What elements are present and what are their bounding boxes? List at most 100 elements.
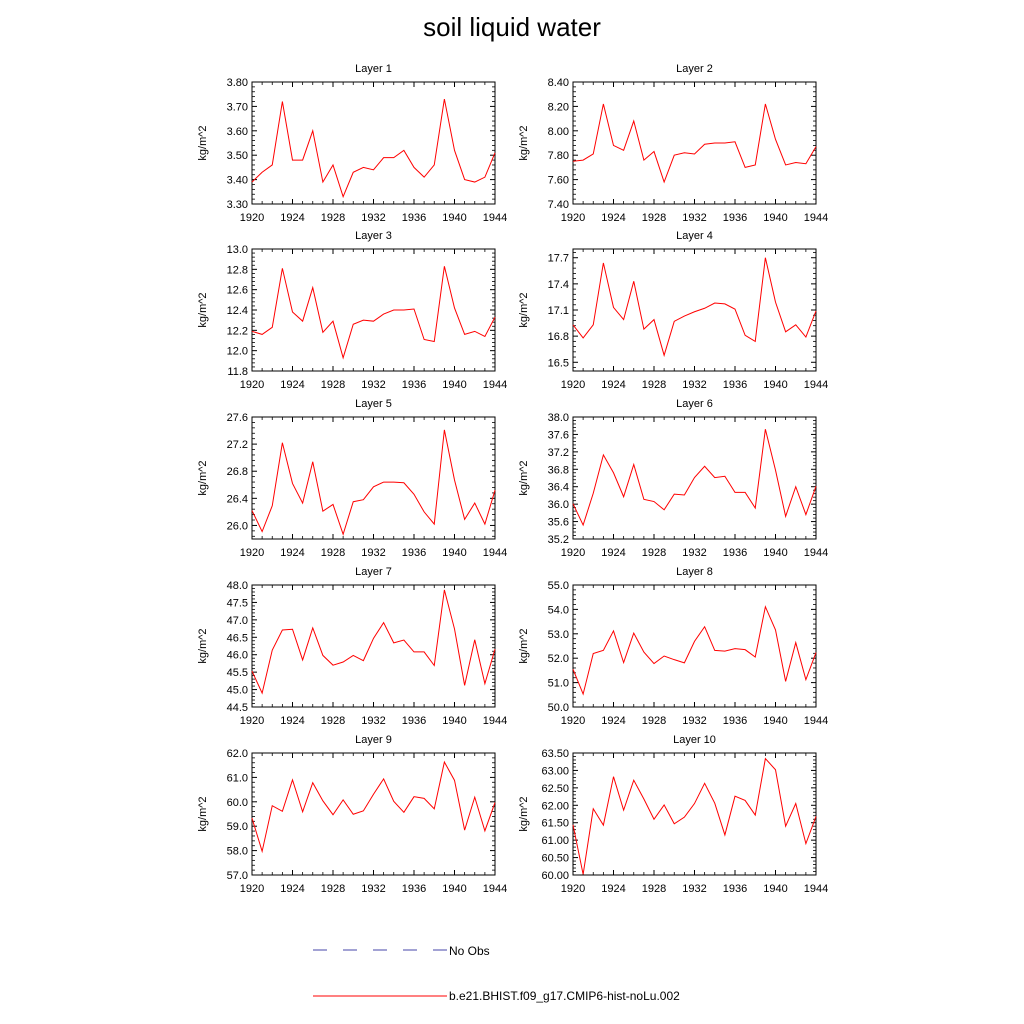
x-tick-label: 1920 xyxy=(561,715,585,727)
x-tick-label: 1944 xyxy=(483,715,507,727)
x-tick-label: 1932 xyxy=(682,212,706,224)
y-tick-label: 8.20 xyxy=(548,101,569,113)
series-line xyxy=(251,429,496,536)
y-tick-label: 3.70 xyxy=(227,101,248,113)
y-tick-label: 12.0 xyxy=(227,346,248,358)
x-tick-label: 1924 xyxy=(280,212,304,224)
y-tick-label: 16.8 xyxy=(548,331,569,343)
y-tick-label: 48.0 xyxy=(227,580,248,592)
x-tick-label: 1932 xyxy=(682,547,706,559)
x-tick-label: 1940 xyxy=(763,883,787,895)
x-tick-label: 1928 xyxy=(642,547,666,559)
y-tick-label: 3.80 xyxy=(227,77,248,89)
y-tick-label: 8.40 xyxy=(548,77,569,89)
x-tick-label: 1924 xyxy=(601,883,625,895)
y-tick-label: 46.5 xyxy=(227,632,248,644)
x-tick-label: 1936 xyxy=(723,547,747,559)
x-tick-label: 1924 xyxy=(601,715,625,727)
y-tick-label: 8.00 xyxy=(548,126,569,138)
x-tick-label: 1940 xyxy=(442,212,466,224)
x-tick-label: 1940 xyxy=(442,715,466,727)
x-tick-label: 1920 xyxy=(561,883,585,895)
y-tick-label: 45.5 xyxy=(227,667,248,679)
x-tick-label: 1920 xyxy=(561,379,585,391)
x-tick-label: 1928 xyxy=(642,883,666,895)
legend-obs-label: No Obs xyxy=(449,944,490,958)
x-tick-label: 1932 xyxy=(682,379,706,391)
x-tick-label: 1928 xyxy=(642,212,666,224)
y-tick-label: 54.0 xyxy=(548,604,569,616)
y-tick-label: 26.4 xyxy=(227,493,248,505)
x-tick-label: 1944 xyxy=(804,715,828,727)
y-tick-label: 7.60 xyxy=(548,175,569,187)
y-tick-label: 58.0 xyxy=(227,846,248,858)
y-tick-label: 7.80 xyxy=(548,150,569,162)
x-tick-label: 1928 xyxy=(321,883,345,895)
y-tick-label: 62.00 xyxy=(541,800,569,812)
series-line xyxy=(572,103,817,184)
y-tick-label: 61.50 xyxy=(541,818,569,830)
x-tick-label: 1928 xyxy=(321,212,345,224)
x-tick-label: 1936 xyxy=(723,883,747,895)
y-axis-label: kg/m^2 xyxy=(197,628,209,663)
panel-title: Layer 3 xyxy=(355,230,392,242)
x-tick-label: 1920 xyxy=(240,379,264,391)
panel-layer-10: Layer 10 kg/m^2 1920 1924 1928 1932 1936 1940 19… xyxy=(518,734,828,895)
panel-title: Layer 8 xyxy=(676,566,713,578)
x-tick-label: 1936 xyxy=(723,379,747,391)
y-tick-label: 12.4 xyxy=(227,305,248,317)
x-tick-label: 1932 xyxy=(361,212,385,224)
y-axis-label: kg/m^2 xyxy=(518,796,530,831)
panel-layer-8: Layer 8 kg/m^2 1920 1924 1928 1932 1936 1940 194… xyxy=(518,566,828,727)
panel-layer-6: Layer 6 kg/m^2 1920 1924 1928 1932 1936 1940 194… xyxy=(518,398,828,559)
y-axis-label: kg/m^2 xyxy=(197,460,209,495)
x-tick-label: 1944 xyxy=(804,379,828,391)
y-tick-label: 16.5 xyxy=(548,357,569,369)
x-tick-label: 1920 xyxy=(240,547,264,559)
y-tick-label: 61.0 xyxy=(227,772,248,784)
y-tick-label: 37.6 xyxy=(548,429,569,441)
x-tick-label: 1944 xyxy=(804,547,828,559)
x-tick-label: 1932 xyxy=(682,715,706,727)
y-tick-label: 60.0 xyxy=(227,797,248,809)
series-line xyxy=(251,589,496,695)
x-tick-label: 1936 xyxy=(723,715,747,727)
legend-model-label: b.e21.BHIST.f09_g17.CMIP6-hist-noLu.002 xyxy=(449,989,680,1003)
panel-layer-2: Layer 2 kg/m^2 1920 1924 1928 1932 1936 1940 194… xyxy=(518,63,828,224)
y-tick-label: 3.60 xyxy=(227,126,248,138)
panel-title: Layer 10 xyxy=(673,734,716,746)
x-tick-label: 1928 xyxy=(642,715,666,727)
x-tick-label: 1932 xyxy=(682,883,706,895)
y-tick-label: 50.0 xyxy=(548,702,569,714)
y-tick-label: 3.30 xyxy=(227,199,248,211)
y-tick-label: 47.0 xyxy=(227,615,248,627)
x-tick-label: 1940 xyxy=(763,379,787,391)
series-line xyxy=(572,429,817,527)
panel-layer-4: Layer 4 kg/m^2 1920 1924 1928 1932 1936 1940 194… xyxy=(518,230,828,391)
y-axis-label: kg/m^2 xyxy=(518,460,530,495)
y-tick-label: 17.4 xyxy=(548,279,569,291)
y-tick-label: 62.0 xyxy=(227,748,248,760)
x-tick-label: 1936 xyxy=(402,715,426,727)
x-tick-label: 1936 xyxy=(723,212,747,224)
x-tick-label: 1944 xyxy=(804,212,828,224)
page-title: soil liquid water xyxy=(423,12,601,42)
panel-title: Layer 1 xyxy=(355,63,392,75)
y-axis-label: kg/m^2 xyxy=(518,628,530,663)
panel-title: Layer 5 xyxy=(355,398,392,410)
y-tick-label: 26.8 xyxy=(227,466,248,478)
panel-layer-9: Layer 9 kg/m^2 1920 1924 1928 1932 1936 1940 194… xyxy=(197,734,507,895)
x-tick-label: 1924 xyxy=(280,883,304,895)
x-tick-label: 1924 xyxy=(601,547,625,559)
y-axis-label: kg/m^2 xyxy=(197,125,209,160)
panel-layer-7: Layer 7 kg/m^2 1920 1924 1928 1932 1936 1940 194… xyxy=(197,566,507,727)
x-tick-label: 1940 xyxy=(442,547,466,559)
y-tick-label: 45.0 xyxy=(227,685,248,697)
x-tick-label: 1944 xyxy=(483,379,507,391)
x-tick-label: 1928 xyxy=(321,379,345,391)
panel-layer-3: Layer 3 kg/m^2 1920 1924 1928 1932 1936 1940 194… xyxy=(197,230,507,391)
x-tick-label: 1920 xyxy=(561,212,585,224)
x-tick-label: 1940 xyxy=(763,547,787,559)
x-tick-label: 1924 xyxy=(280,715,304,727)
